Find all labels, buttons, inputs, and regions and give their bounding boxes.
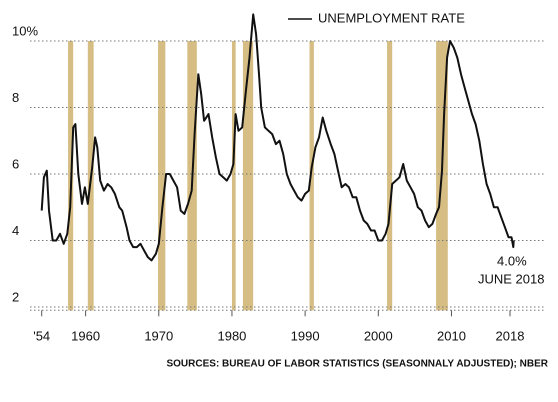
legend-label: UNEMPLOYMENT RATE — [318, 10, 465, 25]
x-tick-label: 1960 — [71, 329, 100, 344]
y-tick-label: 2 — [12, 289, 19, 304]
x-tick-label: 1970 — [144, 329, 173, 344]
x-tick-label: 2018 — [496, 329, 525, 344]
recession-band — [387, 41, 393, 311]
y-tick-label: 8 — [12, 90, 19, 105]
annotation: 4.0% — [497, 253, 527, 268]
recession-band — [242, 41, 254, 311]
x-tick-label: 1990 — [291, 329, 320, 344]
source-note: SOURCES: BUREAU OF LABOR STATISTICS (SEA… — [166, 359, 548, 370]
x-tick-label: 2000 — [364, 329, 393, 344]
recession-band — [158, 41, 166, 311]
recession-band — [309, 41, 314, 311]
x-tick-label: 2010 — [437, 329, 466, 344]
y-tick-label: 6 — [12, 156, 19, 171]
annotation: JUNE 2018 — [478, 271, 544, 286]
line-series — [40, 13, 515, 262]
y-tick-label: 10% — [12, 23, 38, 38]
x-tick-label: '54 — [33, 329, 50, 344]
x-tick-label: 1980 — [217, 329, 246, 344]
recession-band — [231, 41, 236, 311]
y-tick-label: 4 — [12, 223, 19, 238]
